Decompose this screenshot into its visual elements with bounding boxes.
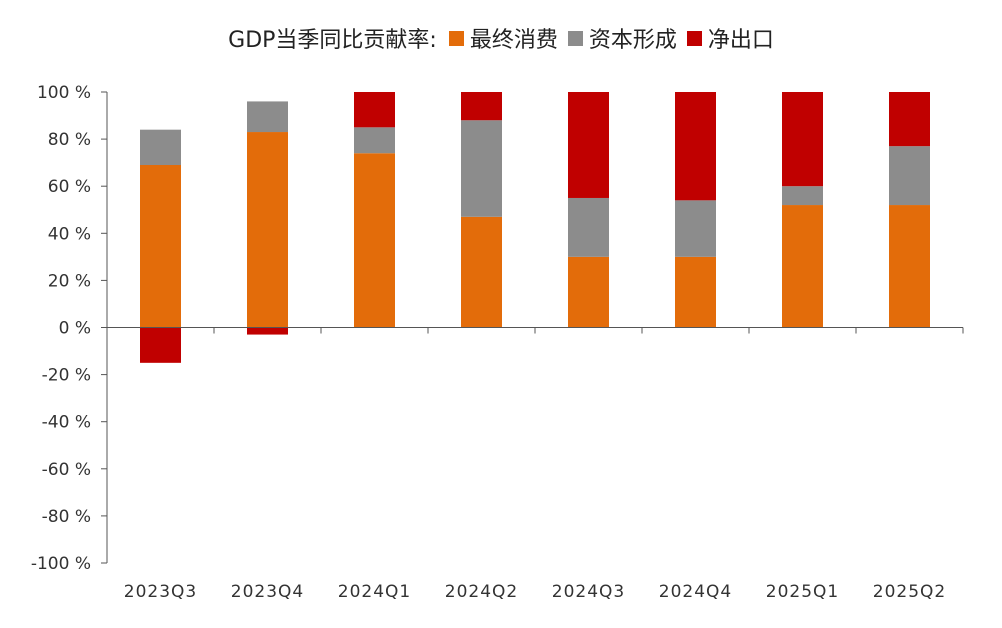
legend-item-net-exports: 净出口 — [686, 22, 774, 54]
y-tick-label: -40 % — [42, 413, 91, 433]
bar-2024Q2-资本形成 — [461, 120, 502, 217]
bar-2024Q1-净出口 — [354, 92, 395, 128]
bar-2023Q4-净出口 — [247, 327, 288, 335]
y-tick-label: 40 % — [48, 224, 91, 244]
x-tick-label: 2024Q1 — [338, 582, 411, 602]
y-tick-label: -80 % — [42, 507, 91, 527]
bar-2023Q4-资本形成 — [247, 101, 288, 133]
legend-item-consumption: 最终消费 — [448, 22, 558, 54]
legend-swatch-consumption — [448, 30, 464, 46]
bar-2024Q3-资本形成 — [568, 197, 609, 257]
bar-2024Q3-净出口 — [568, 92, 609, 198]
bar-2025Q2-净出口 — [889, 92, 930, 147]
y-tick-label: -100 % — [31, 554, 91, 574]
bar-2023Q3-最终消费 — [140, 165, 181, 328]
x-tick-label: 2025Q2 — [873, 582, 946, 602]
y-tick-label: 0 % — [59, 319, 91, 339]
bar-2025Q1-最终消费 — [782, 205, 823, 328]
legend-label-consumption: 最终消费 — [469, 28, 558, 53]
legend-label-net-exports: 净出口 — [707, 28, 774, 53]
bar-2025Q1-净出口 — [782, 92, 823, 187]
y-tick-label: -20 % — [42, 366, 91, 386]
x-tick-label: 2023Q3 — [124, 582, 197, 602]
x-tick-label: 2023Q4 — [231, 582, 304, 602]
y-tick-label: -60 % — [42, 460, 91, 480]
y-tick-label: 60 % — [48, 177, 91, 197]
x-tick-label: 2024Q3 — [552, 582, 625, 602]
bar-2024Q2-最终消费 — [461, 216, 502, 328]
y-tick-label: 80 % — [48, 130, 91, 150]
bar-2024Q2-净出口 — [461, 92, 502, 121]
bar-2025Q2-最终消费 — [889, 205, 930, 328]
y-tick-label: 20 % — [48, 271, 91, 291]
bar-2025Q2-资本形成 — [889, 146, 930, 206]
x-tick-label: 2024Q2 — [445, 582, 518, 602]
bar-2024Q4-最终消费 — [675, 256, 716, 328]
bar-2024Q1-最终消费 — [354, 153, 395, 328]
legend-title: GDP当季同比贡献率: — [228, 28, 437, 53]
legend-swatch-net-exports — [686, 30, 702, 46]
y-tick-label: 100 % — [37, 83, 91, 103]
bar-2025Q1-资本形成 — [782, 186, 823, 206]
bar-2024Q4-资本形成 — [675, 200, 716, 257]
x-tick-label: 2024Q4 — [659, 582, 732, 602]
legend-item-capital: 资本形成 — [567, 22, 677, 54]
bar-2024Q1-资本形成 — [354, 127, 395, 154]
legend-label-capital: 资本形成 — [588, 28, 677, 53]
legend-swatch-capital — [567, 30, 583, 46]
bar-2023Q3-资本形成 — [140, 129, 181, 166]
bar-2023Q3-净出口 — [140, 327, 181, 363]
bar-2024Q4-净出口 — [675, 92, 716, 201]
bar-2024Q3-最终消费 — [568, 256, 609, 328]
bar-2023Q4-最终消费 — [247, 132, 288, 328]
legend: GDP当季同比贡献率: 最终消费 资本形成 净出口 — [0, 22, 1002, 54]
x-tick-label: 2025Q1 — [766, 582, 839, 602]
